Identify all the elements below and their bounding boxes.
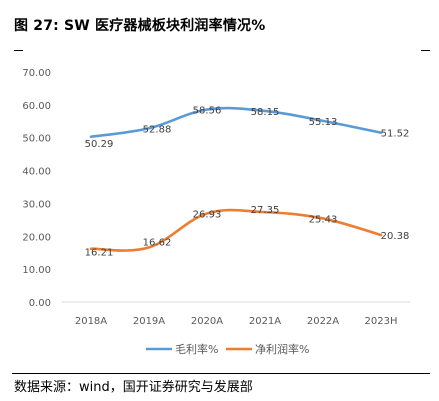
legend: 毛利率% 净利润率% (146, 342, 309, 356)
data-label: 55.13 (309, 117, 338, 128)
data-label: 51.52 (381, 129, 410, 140)
line-chart: 0.0010.0020.0030.0040.0050.0060.0070.00 … (22, 68, 410, 356)
data-label: 26.93 (193, 210, 222, 221)
y-tick-label: 30.00 (22, 199, 51, 210)
series-layer: 50.29 52.88 58.56 58.15 55.13 51.52 16.21 16.62… (85, 106, 410, 259)
data-label: 25.43 (309, 214, 338, 225)
data-label: 52.88 (143, 124, 172, 135)
y-tick-label: 60.00 (22, 101, 51, 112)
y-tick-label: 50.00 (22, 134, 51, 145)
data-label: 58.15 (251, 107, 280, 118)
x-axis: 2018A 2019A 2020A 2021A 2022A 2023H (62, 301, 410, 327)
y-tick-label: 10.00 (22, 265, 51, 276)
figure-title: 图 27: SW 医疗器械板块利润率情况% (14, 18, 266, 34)
x-tick-label: 2021A (249, 316, 281, 327)
corner-mark-left (14, 50, 23, 51)
y-tick-label: 40.00 (22, 167, 51, 178)
data-label: 50.29 (85, 139, 114, 150)
source-note: 数据来源：wind，国开证券研究与发展部 (14, 380, 253, 395)
corner-mark-right (421, 50, 430, 51)
data-label: 27.35 (251, 205, 280, 216)
x-tick-label: 2019A (133, 316, 165, 327)
y-tick-label: 20.00 (22, 232, 51, 243)
y-axis: 0.00 10.00 20.00 30.00 40.00 50.00 60.00 70.00 (22, 68, 51, 309)
x-tick-label: 2020A (191, 316, 223, 327)
data-label: 16.62 (143, 237, 172, 248)
data-label: 58.56 (193, 106, 222, 117)
data-label: 20.38 (381, 231, 410, 242)
y-tick-label: 0.00 (29, 298, 51, 309)
y-tick-label: 70.00 (22, 68, 51, 79)
x-tick-label: 2022A (307, 316, 339, 327)
data-label: 16.21 (85, 248, 114, 259)
series-line (89, 106, 383, 139)
footer-rule (12, 373, 430, 374)
legend-label: 毛利率% (175, 342, 218, 356)
x-tick-label: 2018A (75, 316, 107, 327)
legend-label: 净利润率% (255, 342, 309, 356)
x-tick-label: 2023H (365, 316, 398, 327)
series-line (89, 208, 383, 252)
